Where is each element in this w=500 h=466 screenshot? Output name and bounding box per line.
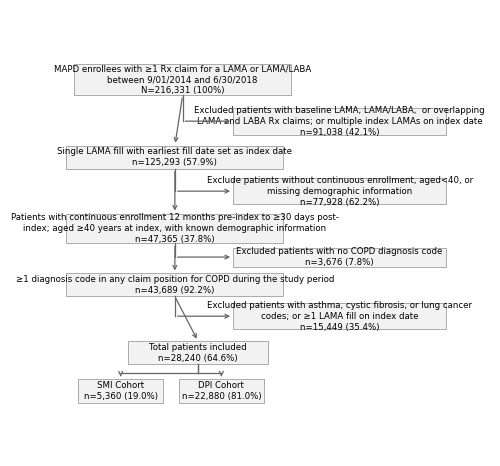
Text: ≥1 diagnosis code in any claim position for COPD during the study period
n=43,68: ≥1 diagnosis code in any claim position … (16, 275, 334, 295)
Text: Excluded patients with baseline LAMA, LAMA/LABA,  or overlapping
LAMA and LABA R: Excluded patients with baseline LAMA, LA… (194, 106, 485, 137)
FancyBboxPatch shape (78, 379, 163, 403)
FancyBboxPatch shape (233, 247, 446, 267)
FancyBboxPatch shape (179, 379, 264, 403)
FancyBboxPatch shape (66, 145, 284, 169)
FancyBboxPatch shape (233, 178, 446, 204)
Text: SMI Cohort
n=5,360 (19.0%): SMI Cohort n=5,360 (19.0%) (84, 381, 158, 401)
FancyBboxPatch shape (66, 274, 284, 296)
FancyBboxPatch shape (233, 108, 446, 135)
FancyBboxPatch shape (74, 64, 291, 96)
Text: Single LAMA fill with earliest fill date set as index date
n=125,293 (57.9%): Single LAMA fill with earliest fill date… (58, 147, 292, 167)
Text: DPI Cohort
n=22,880 (81.0%): DPI Cohort n=22,880 (81.0%) (182, 381, 261, 401)
Text: Excluded patients with asthma, cystic fibrosis, or lung cancer
codes; or ≥1 LAMA: Excluded patients with asthma, cystic fi… (207, 301, 472, 332)
FancyBboxPatch shape (233, 303, 446, 329)
Text: Patients with continuous enrollment 12 months pre-index to ≥30 days post-
index;: Patients with continuous enrollment 12 m… (11, 213, 339, 244)
Text: Exclude patients without continuous enrollment, aged<40, or
missing demographic : Exclude patients without continuous enro… (206, 176, 472, 207)
Text: MAPD enrollees with ≥1 Rx claim for a LAMA or LAMA/LABA
between 9/01/2014 and 6/: MAPD enrollees with ≥1 Rx claim for a LA… (54, 64, 311, 96)
Text: Total patients included
n=28,240 (64.6%): Total patients included n=28,240 (64.6%) (150, 343, 247, 363)
Text: Excluded patients with no COPD diagnosis code
n=3,676 (7.8%): Excluded patients with no COPD diagnosis… (236, 247, 443, 267)
FancyBboxPatch shape (128, 341, 268, 364)
FancyBboxPatch shape (66, 213, 284, 243)
